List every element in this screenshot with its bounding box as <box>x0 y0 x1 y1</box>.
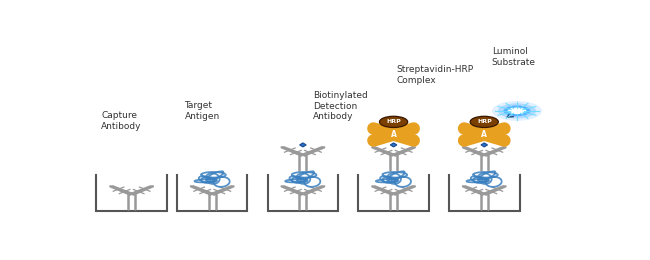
Polygon shape <box>481 143 488 147</box>
Polygon shape <box>300 143 306 147</box>
Circle shape <box>492 101 542 121</box>
Text: Biotinylated
Detection
Antibody: Biotinylated Detection Antibody <box>313 91 368 121</box>
Text: Streptavidin-HRP
Complex: Streptavidin-HRP Complex <box>396 65 473 85</box>
Text: HRP: HRP <box>386 119 401 124</box>
Circle shape <box>470 116 499 127</box>
Text: HRP: HRP <box>477 119 491 124</box>
Text: Target
Antigen: Target Antigen <box>185 101 220 121</box>
Text: A: A <box>481 130 488 139</box>
Circle shape <box>380 116 408 127</box>
Text: Capture
Antibody: Capture Antibody <box>101 111 142 131</box>
Circle shape <box>387 132 400 137</box>
Circle shape <box>477 132 491 137</box>
Circle shape <box>507 107 527 115</box>
Circle shape <box>498 103 536 119</box>
Text: Luminol
Substrate: Luminol Substrate <box>492 47 536 67</box>
Text: A: A <box>391 130 396 139</box>
Polygon shape <box>390 143 397 147</box>
Circle shape <box>503 106 530 116</box>
